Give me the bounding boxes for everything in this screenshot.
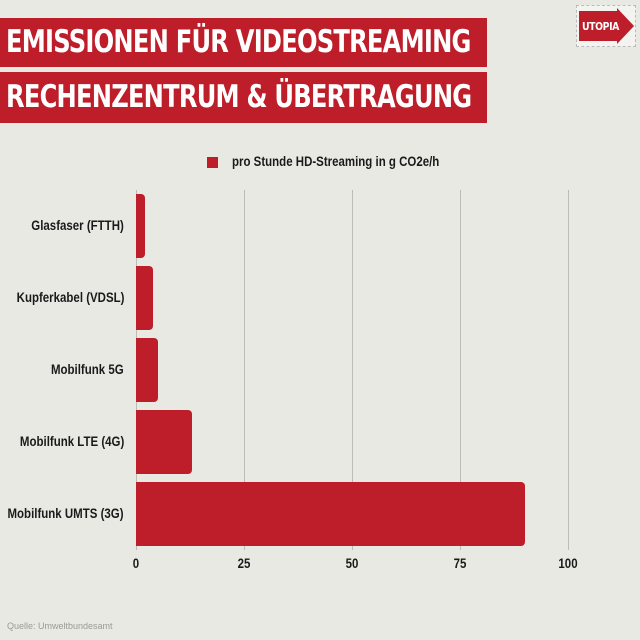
bar xyxy=(136,265,154,331)
gridline xyxy=(352,190,353,550)
category-label: Mobilfunk UMTS (3G) xyxy=(7,505,124,521)
x-tick-label: 0 xyxy=(132,555,140,571)
x-tick-label: 50 xyxy=(345,555,359,571)
title-text-2: RECHENZENTRUM & ÜBERTRAGUNG xyxy=(6,79,472,115)
legend-swatch-icon xyxy=(207,157,218,168)
gridline xyxy=(244,190,245,550)
legend: pro Stunde HD-Streaming in g CO2e/h xyxy=(207,153,485,169)
bar xyxy=(136,409,193,475)
bar xyxy=(136,193,145,259)
x-tick-label: 25 xyxy=(237,555,251,571)
category-label: Kupferkabel (VDSL) xyxy=(16,289,124,305)
title-line-2: RECHENZENTRUM & ÜBERTRAGUNG xyxy=(0,72,487,123)
logo-text: UTOPIA xyxy=(582,20,619,33)
category-label: Glasfaser (FTTH) xyxy=(31,217,124,233)
gridline xyxy=(460,190,461,550)
category-label: Mobilfunk 5G xyxy=(51,361,124,377)
x-tick-label: 100 xyxy=(558,555,578,571)
source-note: Quelle: Umweltbundesamt xyxy=(7,621,113,631)
plot-area xyxy=(136,190,569,550)
utopia-logo: UTOPIA xyxy=(576,5,636,47)
title-text-1: EMISSIONEN FÜR VIDEOSTREAMING xyxy=(6,24,471,60)
category-label: Mobilfunk LTE (4G) xyxy=(19,433,124,449)
title-line-1: EMISSIONEN FÜR VIDEOSTREAMING xyxy=(0,18,487,67)
gridline xyxy=(568,190,569,550)
legend-label: pro Stunde HD-Streaming in g CO2e/h xyxy=(232,153,440,169)
bar xyxy=(136,481,525,547)
arrow-icon xyxy=(579,8,634,44)
bar xyxy=(136,337,158,403)
x-tick-label: 75 xyxy=(453,555,467,571)
